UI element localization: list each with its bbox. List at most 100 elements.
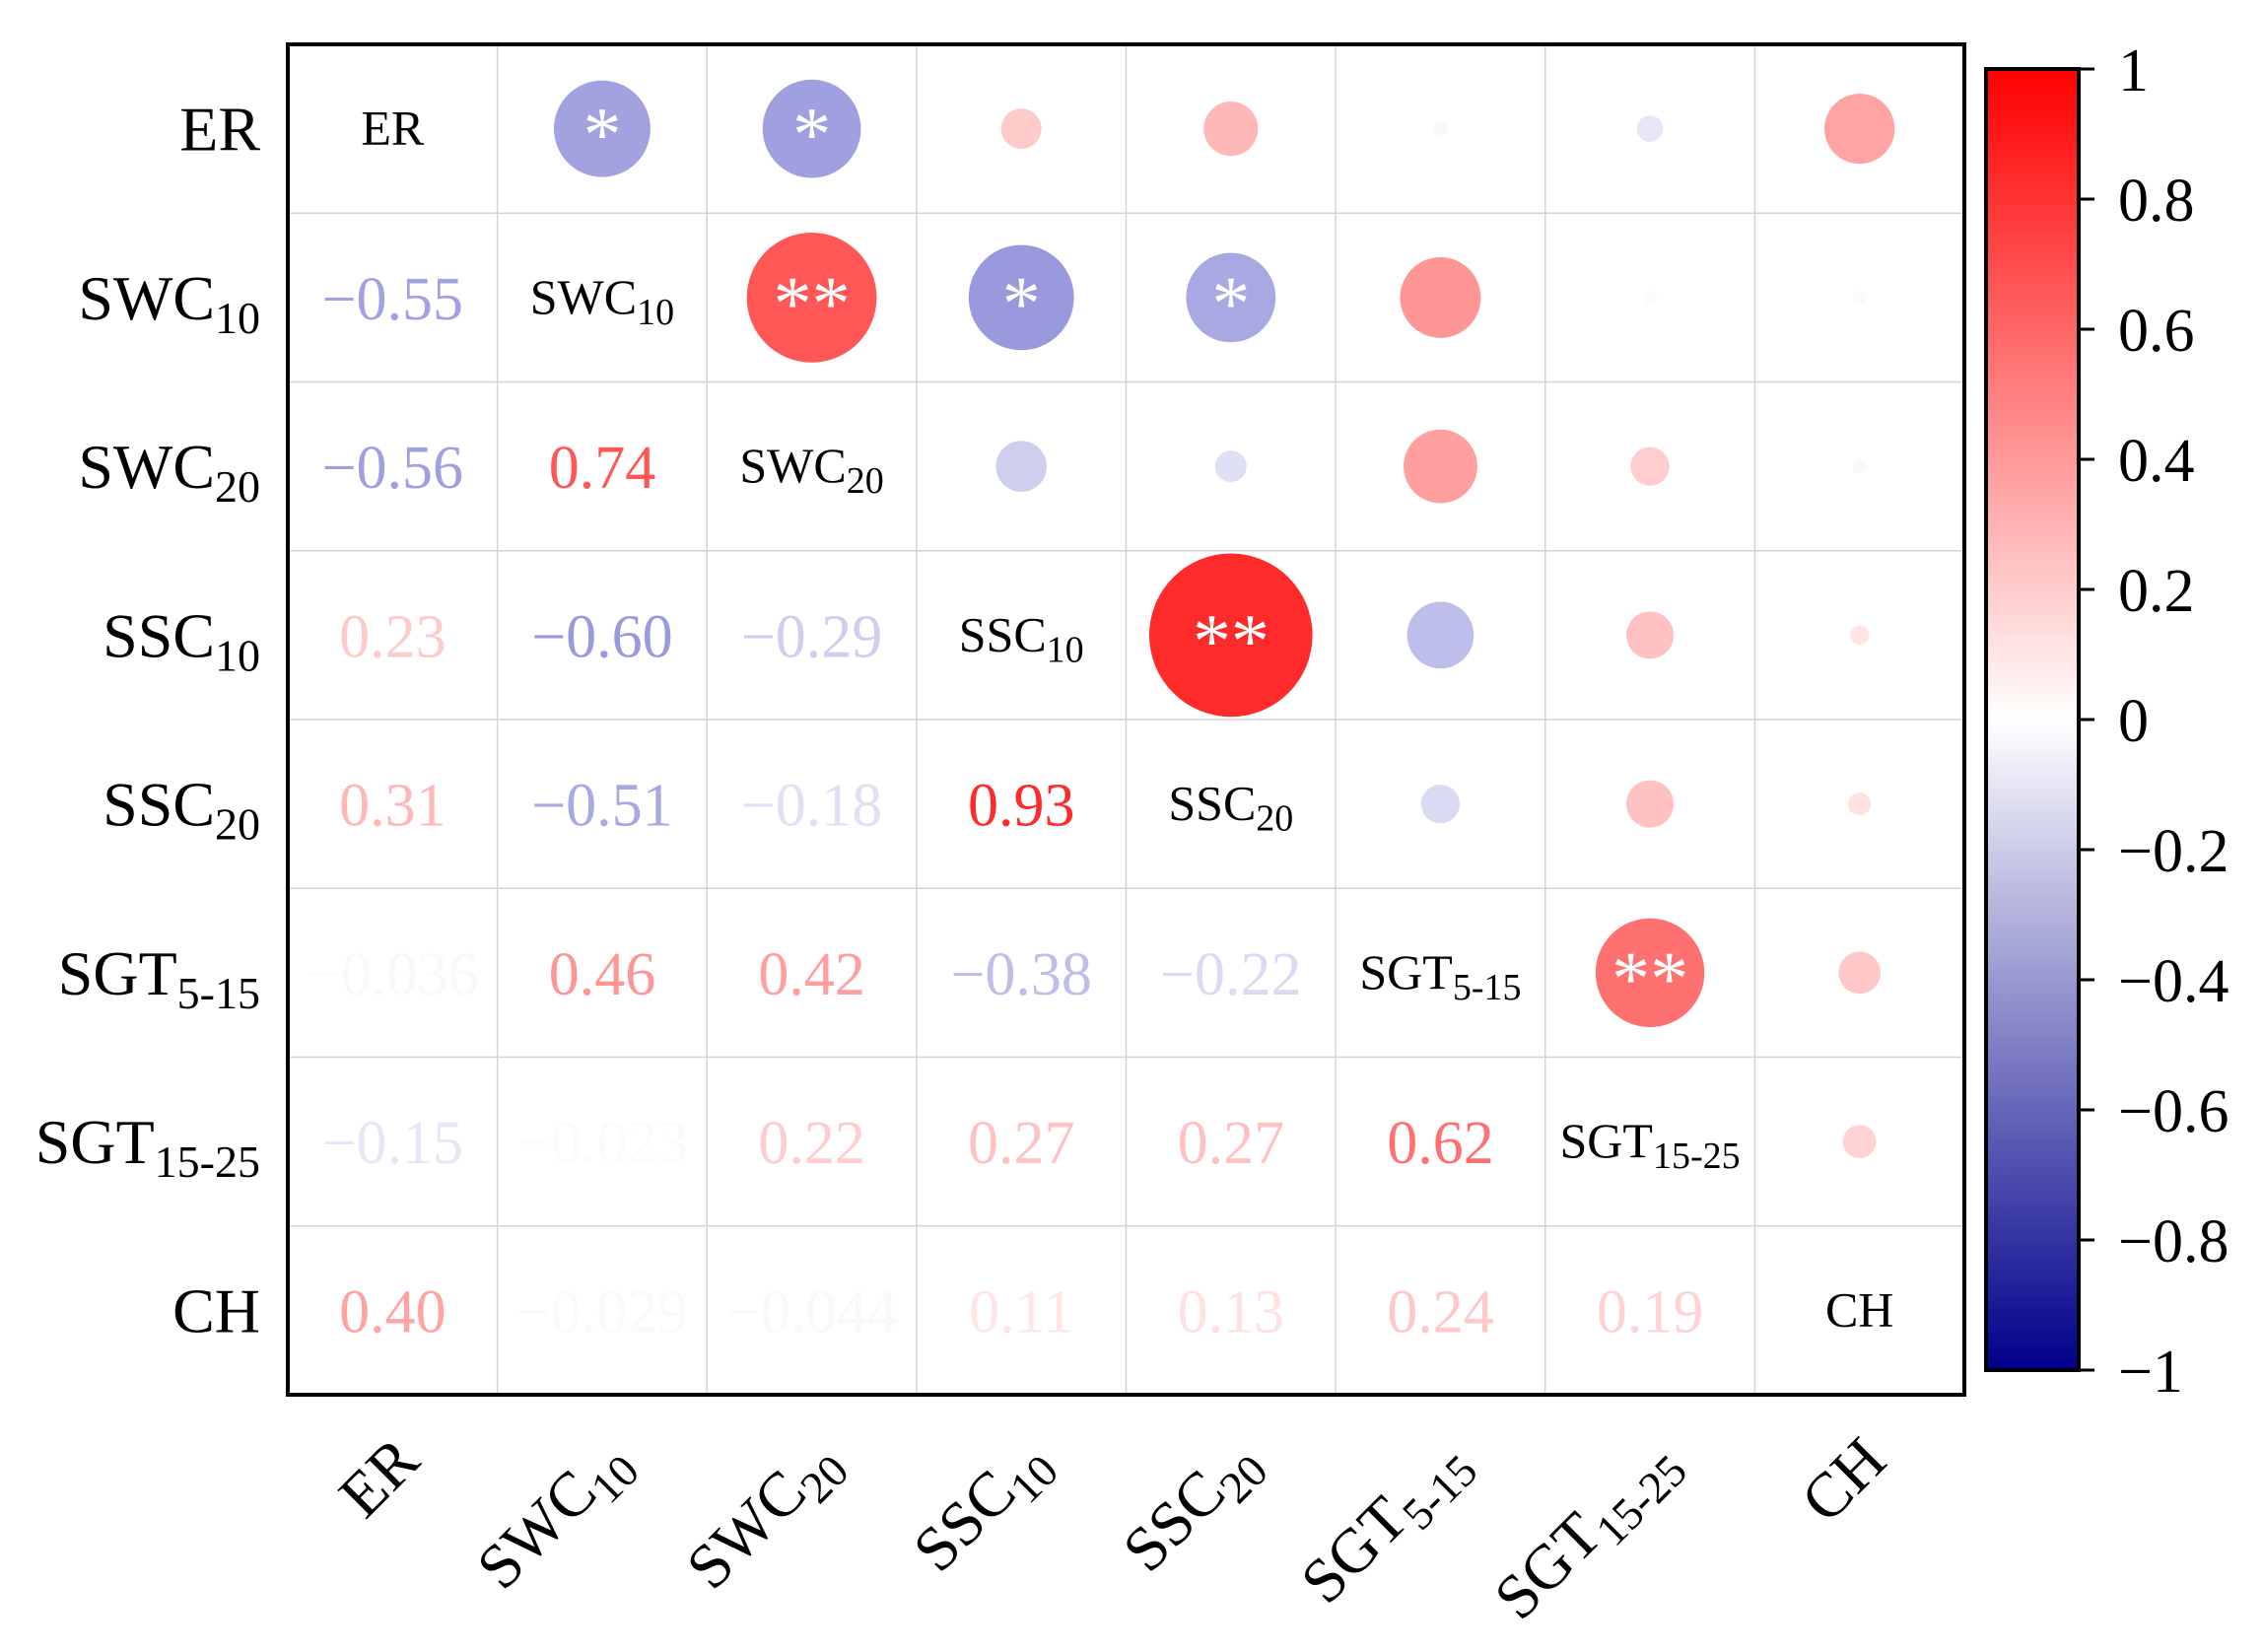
significance-marker: *: [792, 92, 831, 177]
correlation-value: −0.036: [307, 941, 478, 1008]
correlation-value: −0.044: [725, 1278, 897, 1345]
colorbar-gradient: [1984, 67, 2081, 1372]
colorbar: 1 0.8 0.6 0.4 0.2 0 −0.2 −0.4 −0.6 −0.8 −1: [1984, 37, 2229, 1406]
correlation-value: 0.11: [969, 1278, 1073, 1345]
correlation-value: −0.22: [1160, 941, 1301, 1008]
plot-frame: [286, 42, 1966, 1397]
correlation-value: −0.029: [516, 1278, 688, 1345]
correlation-circle: [1848, 792, 1872, 816]
correlation-circle: [1214, 450, 1247, 483]
correlation-circle: [1404, 429, 1477, 504]
diagonal-label: SWC20: [739, 438, 883, 502]
correlation-circle: [995, 441, 1048, 492]
significance-marker: **: [774, 260, 851, 346]
colorbar-tick-label: −0.8: [2118, 1208, 2229, 1275]
colorbar-tick-label: −1: [2118, 1339, 2183, 1406]
correlation-value: 0.19: [1597, 1278, 1704, 1345]
column-label: SSC10: [900, 1424, 1067, 1592]
colorbar-tick-label: −0.6: [2118, 1078, 2229, 1145]
correlation-circle: [1636, 115, 1664, 142]
diagonal-label: SWC10: [530, 269, 674, 333]
grid-lines: [288, 44, 1964, 1395]
colorbar-tick-label: 0: [2118, 688, 2149, 755]
correlation-circle: [1000, 108, 1042, 150]
correlation-value: −0.56: [322, 435, 463, 502]
correlation-value: 0.42: [758, 941, 865, 1008]
column-label: SGT5-15: [1287, 1424, 1486, 1623]
correlation-value: −0.29: [741, 603, 882, 670]
row-label: SSC20: [103, 770, 260, 850]
row-label: SGT15-25: [35, 1107, 260, 1187]
correlation-value: 0.40: [339, 1278, 446, 1345]
diagonal-label: SGT5-15: [1359, 944, 1521, 1008]
correlation-value: 0.24: [1387, 1278, 1494, 1345]
significance-marker: **: [1612, 935, 1688, 1021]
diagonal-label: CH: [1825, 1281, 1893, 1337]
correlation-value: 0.31: [339, 773, 446, 840]
correlation-value: 0.23: [339, 603, 446, 670]
correlation-value: 0.22: [758, 1110, 865, 1177]
correlation-circle: [1595, 918, 1705, 1028]
correlation-value: 0.46: [549, 941, 656, 1008]
column-label: SSC20: [1109, 1424, 1276, 1592]
colorbar-tick-label: −0.4: [2118, 948, 2229, 1015]
correlation-circle: [1626, 780, 1675, 828]
row-label: SGT5-15: [58, 938, 260, 1018]
correlation-circle: [1433, 121, 1448, 136]
correlation-circle: [1849, 625, 1870, 646]
correlation-circle: [1852, 290, 1867, 305]
colorbar-tick-label: 1: [2118, 37, 2149, 104]
correlation-value: 0.27: [968, 1110, 1075, 1177]
correlation-value: 0.74: [549, 435, 656, 502]
correlation-value: −0.18: [741, 773, 882, 840]
row-labels: ER SWC10 SWC20 SSC10 SSC20 SGT5-15 SGT15-25 CH: [35, 95, 261, 1346]
column-label: SWC20: [673, 1424, 858, 1610]
correlation-circle: [1186, 252, 1276, 343]
colorbar-tick-label: 0.2: [2118, 558, 2195, 625]
correlation-value: −0.15: [322, 1110, 463, 1177]
significance-marker: **: [1193, 597, 1269, 683]
colorbar-tick-label: 0.6: [2118, 298, 2195, 365]
column-label: ER: [325, 1423, 432, 1530]
row-label: ER: [179, 95, 260, 165]
correlation-circle: [1203, 102, 1259, 157]
column-label: SWC10: [463, 1424, 649, 1610]
correlation-circle: [968, 244, 1074, 351]
column-label: CH: [1788, 1424, 1899, 1536]
correlation-circle: [1643, 290, 1658, 305]
correlation-value: 0.62: [1387, 1110, 1494, 1177]
correlation-circle: [1400, 256, 1481, 338]
correlation-value: −0.38: [950, 941, 1091, 1008]
correlation-circle: [1420, 785, 1461, 824]
colorbar-tick-label: 0.4: [2118, 428, 2195, 495]
correlation-circle: [1838, 951, 1882, 995]
diagonal-label: SSC10: [959, 606, 1084, 670]
diagonal-label: ER: [361, 101, 425, 156]
correlation-circle: [1626, 611, 1675, 659]
correlation-value: 0.27: [1178, 1110, 1285, 1177]
diagonal-label: SSC20: [1168, 776, 1293, 840]
significance-marker: *: [1002, 260, 1041, 346]
correlation-value: −0.60: [531, 603, 672, 670]
correlation-circle: [1852, 459, 1867, 474]
correlation-circle: [1842, 1125, 1877, 1159]
row-label: SWC20: [78, 432, 260, 512]
correlation-circle: [553, 80, 651, 177]
correlation-circle: [1824, 94, 1895, 165]
correlation-value: −0.023: [516, 1110, 688, 1177]
correlation-value: 0.13: [1178, 1278, 1285, 1345]
correlation-value: 0.93: [968, 773, 1075, 840]
correlation-value: −0.55: [322, 266, 463, 333]
correlation-circle: [1630, 447, 1670, 486]
colorbar-tick-label: 0.8: [2118, 168, 2195, 235]
row-label: SSC10: [103, 600, 260, 680]
column-label: SGT15-25: [1480, 1424, 1696, 1640]
row-label: CH: [172, 1275, 260, 1345]
correlation-circle: [1148, 553, 1313, 718]
diagonal-label: SGT15-25: [1560, 1113, 1741, 1177]
colorbar-tick-label: −0.2: [2118, 818, 2229, 885]
correlation-circle: [762, 79, 861, 178]
significance-marker: *: [1211, 260, 1250, 346]
